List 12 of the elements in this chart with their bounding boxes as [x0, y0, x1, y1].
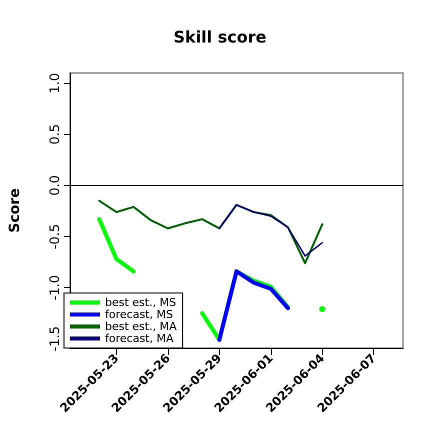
- y-tick-label: -1.0: [48, 274, 63, 300]
- y-tick-label: 1.0: [48, 72, 63, 94]
- chart-title: Skill score: [174, 28, 267, 46]
- y-tick-label: 0.5: [48, 124, 63, 145]
- legend-label: forecast, MS: [105, 308, 173, 321]
- y-tick-label: -0.5: [48, 224, 63, 250]
- legend-label: forecast, MA: [105, 332, 174, 345]
- legend-label: best est., MS: [105, 296, 176, 309]
- legend-label: best est., MA: [105, 320, 178, 333]
- y-axis-title: Score: [7, 188, 23, 233]
- y-tick-label: 0.0: [48, 175, 63, 196]
- y-tick-label: -1.5: [48, 326, 63, 352]
